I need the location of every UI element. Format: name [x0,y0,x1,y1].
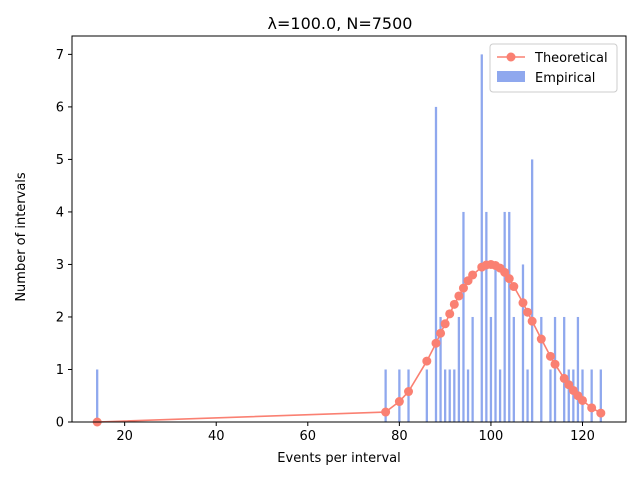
y-tick-label-1: 1 [56,363,64,378]
bar-empirical-100 [489,316,493,422]
bar-empirical-114 [553,316,557,422]
point-theoretical-120 [578,395,588,405]
bar-empirical-116 [563,316,566,422]
bar-empirical-94 [462,211,465,422]
point-theoretical-88 [431,338,441,348]
point-theoretical-124 [596,408,606,418]
point-theoretical-86 [422,356,432,366]
point-theoretical-107 [518,298,528,308]
legend-theoretical-marker-icon [506,52,516,62]
x-tick-label-40: 40 [208,429,225,444]
bar-empirical-117 [567,369,570,422]
point-theoretical-91 [445,309,455,319]
legend-theoretical-label: Theoretical [534,51,608,66]
bar-empirical-77 [384,369,387,422]
y-tick-label-3: 3 [56,258,64,273]
bar-empirical-95 [466,369,470,422]
bar-empirical-120 [581,369,584,422]
y-tick-label-5: 5 [56,153,64,168]
point-theoretical-94 [458,283,468,293]
bar-empirical-122 [590,369,593,422]
bar-empirical-119 [576,316,580,422]
bar-empirical-118 [572,369,575,422]
bar-empirical-96 [471,316,474,422]
bar-empirical-105 [512,316,515,422]
x-axis-label: Events per interval [277,451,400,466]
bar-empirical-103 [503,211,506,422]
point-theoretical-122 [587,403,597,413]
line-series-theoretical [92,259,606,427]
bar-empirical-111 [540,316,543,422]
bar-empirical-104 [508,211,511,422]
x-tick-label-120: 120 [570,429,595,444]
bar-empirical-101 [494,264,497,422]
y-tick-label-2: 2 [56,310,64,325]
point-theoretical-90 [440,319,450,329]
bar-empirical-86 [425,369,428,422]
bar-empirical-99 [485,211,488,422]
chart-title: λ=100.0, N=7500 [268,14,413,33]
point-theoretical-89 [436,328,446,338]
point-theoretical-104 [504,274,514,284]
bar-empirical-93 [457,316,461,422]
point-theoretical-96 [468,270,478,280]
bar-empirical-102 [498,369,502,422]
x-tick-label-20: 20 [116,429,133,444]
bar-empirical-124 [599,369,602,422]
y-tick-label-6: 6 [56,100,64,115]
y-tick-label-4: 4 [56,205,64,220]
point-theoretical-116 [559,373,569,383]
point-theoretical-109 [527,316,537,326]
bar-series-empirical [96,54,602,423]
y-axis-label: Number of intervals [14,172,29,302]
y-tick-label-7: 7 [56,48,64,63]
x-tick-label-80: 80 [391,429,408,444]
bar-empirical-90 [444,369,447,422]
bar-empirical-108 [526,369,529,422]
x-tick-label-60: 60 [300,429,317,444]
point-theoretical-108 [523,307,533,317]
point-theoretical-103 [500,267,510,277]
bar-empirical-88 [434,106,438,423]
plot-frame [71,35,627,423]
point-theoretical-77 [381,407,391,417]
bar-empirical-91 [448,369,451,422]
point-theoretical-114 [550,359,560,369]
x-tick-label-100: 100 [479,429,504,444]
point-theoretical-113 [545,351,555,361]
point-theoretical-105 [509,282,519,292]
bar-empirical-80 [398,369,401,422]
axes: 20 40 60 80 100 120 0 1 2 3 4 5 6 7 [56,35,627,444]
legend-empirical-patch-icon [497,71,525,82]
legend: Theoretical Empirical [489,43,618,93]
legend-empirical-label: Empirical [535,71,595,86]
bar-empirical-92 [453,369,456,422]
bar-empirical-14 [96,369,99,422]
point-theoretical-111 [536,334,546,344]
bar-empirical-113 [549,369,552,422]
bar-empirical-109 [530,159,534,422]
point-theoretical-82 [404,387,414,397]
bar-empirical-107 [521,264,525,422]
point-theoretical-92 [449,299,459,309]
point-theoretical-93 [454,291,464,301]
point-theoretical-80 [394,397,404,407]
y-tick-label-0: 0 [56,416,64,431]
bar-empirical-98 [480,54,483,422]
bar-empirical-89 [439,316,442,422]
